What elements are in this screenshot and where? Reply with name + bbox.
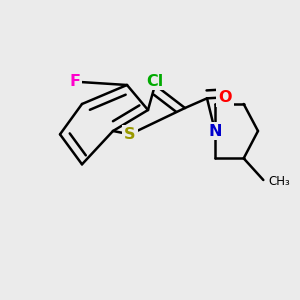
Text: Cl: Cl — [146, 74, 164, 88]
Text: CH₃: CH₃ — [268, 175, 290, 188]
Text: F: F — [70, 74, 80, 89]
Text: N: N — [208, 124, 222, 139]
Text: O: O — [218, 90, 232, 105]
Text: S: S — [124, 127, 136, 142]
